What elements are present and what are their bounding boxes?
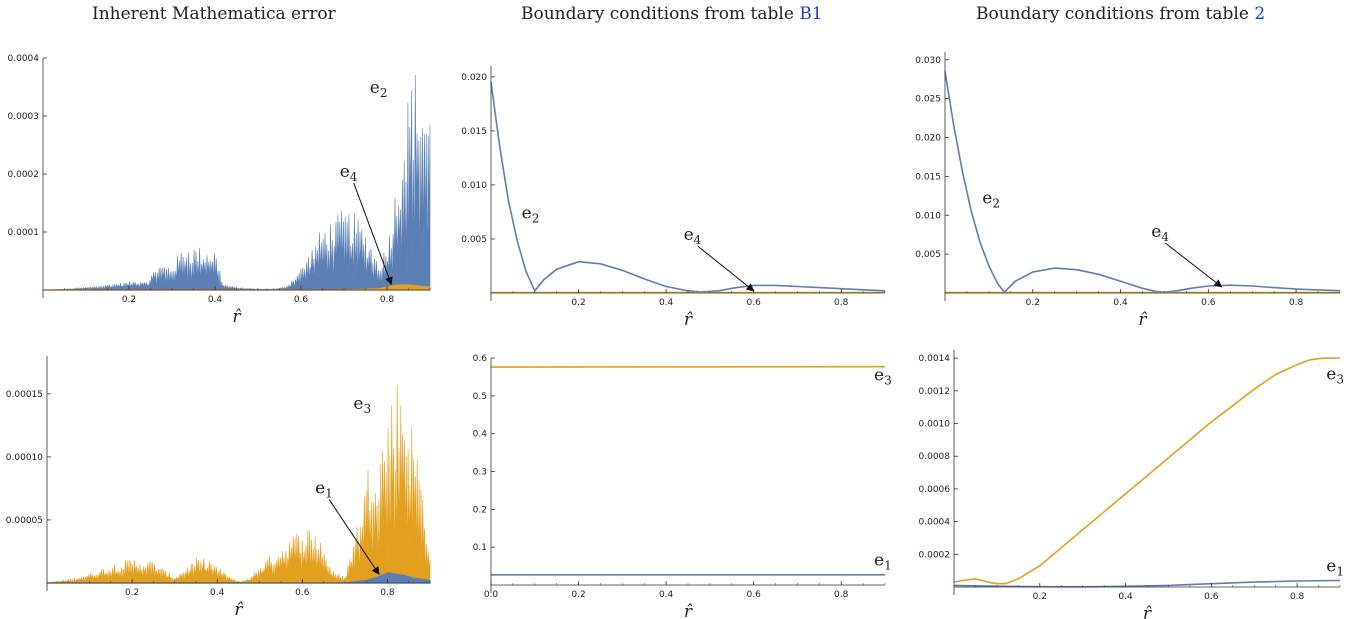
column-title-3-text: Boundary conditions from table	[976, 4, 1255, 24]
y-tick-label: 0.010	[915, 211, 941, 221]
chart-top-middle: 0.2 0.4 0.6 0.8 0.005 0.010 0.015 0.020 r̂ e2 e4	[461, 66, 886, 330]
chart-top-left: 0.2 0.4 0.6 0.8 0.0001 0.0002 0.0003 0.0004 r̂ e2…	[8, 54, 431, 327]
annotation-label-e2: e2	[522, 203, 540, 225]
y-tick-label: 0.2	[473, 505, 487, 515]
y-tick-label: 0.00010	[6, 453, 43, 463]
y-tick-label: 0.0010	[919, 420, 951, 430]
y-tick-label: 0.0014	[919, 354, 951, 364]
y-tick-label: 0.030	[915, 56, 941, 66]
annotation-arrow	[1164, 242, 1223, 288]
x-axis-label: r̂	[1138, 310, 1147, 330]
y-tick-label: 0.0001	[8, 228, 40, 238]
y-tick-label: 0.025	[915, 95, 941, 105]
series-e2-line	[490, 82, 886, 293]
annotation-arrow	[353, 182, 393, 286]
annotation-label-e4: e4	[1151, 222, 1169, 244]
x-tick-label: 0.2	[1026, 298, 1040, 308]
x-tick-label: 0.2	[122, 295, 136, 305]
x-tick-label: 0.6	[1204, 592, 1219, 602]
column-title-2-ref: B1	[799, 4, 823, 24]
y-tick-label: 0.5	[473, 392, 487, 402]
y-tick-label: 0.0003	[8, 112, 40, 122]
x-tick-label: 0.8	[380, 295, 395, 305]
column-title-2-text: Boundary conditions from table	[521, 4, 800, 24]
column-title-3: Boundary conditions from table 2	[976, 4, 1265, 24]
chart-bottom-right: 0.2 0.4 0.6 0.8 0.0002 0.0004 0.0006 0.0008 0.00…	[919, 350, 1344, 619]
y-tick-label: 0.020	[461, 73, 487, 83]
x-tick-label: 0.4	[1113, 298, 1128, 308]
y-tick-label: 0.0004	[8, 54, 40, 64]
annotation-label-e1: e1	[315, 478, 333, 500]
x-tick-label: 0.0	[484, 590, 499, 600]
y-tick-label: 0.010	[461, 181, 487, 191]
y-tick-label: 0.00015	[6, 390, 43, 400]
x-tick-label: 0.2	[571, 298, 585, 308]
y-tick-label: 0.0006	[919, 485, 951, 495]
y-tick-label: 0.0008	[919, 452, 951, 462]
annotation-label-e3: e3	[353, 394, 371, 416]
annotation-label-e4: e4	[340, 162, 358, 184]
column-title-1: Inherent Mathematica error	[92, 4, 336, 24]
x-tick-label: 0.8	[1289, 298, 1304, 308]
x-axis-label: r̂	[684, 310, 693, 330]
y-tick-label: 0.4	[473, 430, 488, 440]
column-title-3-ref: 2	[1254, 4, 1266, 24]
column-title-1-text: Inherent Mathematica error	[92, 4, 336, 24]
series-e2-line	[944, 71, 1341, 294]
x-tick-label: 0.8	[834, 590, 849, 600]
x-tick-label: 0.8	[380, 588, 395, 598]
annotation-label-e1: e1	[1326, 556, 1344, 578]
y-tick-label: 0.3	[473, 468, 487, 478]
series-e2-area	[43, 74, 431, 291]
y-tick-label: 0.005	[915, 250, 941, 260]
x-tick-label: 0.6	[1201, 298, 1216, 308]
annotation-label-e2: e2	[982, 189, 1000, 211]
annotation-arrow	[697, 245, 755, 292]
y-tick-label: 0.015	[915, 172, 941, 182]
x-tick-label: 0.8	[834, 298, 849, 308]
x-tick-label: 0.4	[659, 590, 674, 600]
x-tick-label: 0.2	[571, 590, 585, 600]
x-tick-label: 0.4	[208, 295, 223, 305]
series-e1-area	[47, 572, 431, 584]
y-tick-label: 0.0012	[919, 387, 951, 397]
y-tick-label: 0.0002	[919, 550, 951, 560]
x-tick-label: 0.6	[295, 588, 310, 598]
y-tick-label: 0.0004	[919, 518, 951, 528]
y-tick-label: 0.1	[473, 543, 487, 553]
annotation-label-e2: e2	[370, 78, 388, 100]
x-tick-label: 0.2	[125, 588, 139, 598]
x-axis-label: r̂	[684, 602, 693, 619]
x-tick-label: 0.4	[659, 298, 674, 308]
chart-bottom-left: 0.2 0.4 0.6 0.8 0.00005 0.00010 0.00015 r̂ e3 e1	[6, 356, 431, 619]
column-title-2: Boundary conditions from table B1	[521, 4, 823, 24]
y-tick-label: 0.020	[915, 134, 941, 144]
chart-top-right: 0.2 0.4 0.6 0.8 0.005 0.010 0.015 0.020 0.025 0.0…	[915, 52, 1341, 330]
x-tick-label: 0.2	[1033, 592, 1047, 602]
y-tick-label: 0.0002	[8, 170, 40, 180]
y-tick-label: 0.005	[461, 235, 487, 245]
y-tick-label: 0.015	[461, 127, 487, 137]
x-tick-label: 0.6	[747, 590, 762, 600]
x-tick-label: 0.6	[747, 298, 762, 308]
annotation-label-e1: e1	[874, 550, 892, 572]
annotation-label-e3: e3	[874, 366, 892, 388]
x-tick-label: 0.4	[1118, 592, 1133, 602]
annotation-arrow	[328, 499, 380, 576]
series-e3-line	[953, 357, 1340, 585]
y-tick-label: 0.00005	[6, 516, 43, 526]
x-tick-label: 0.4	[210, 588, 225, 598]
annotation-label-e3: e3	[1326, 364, 1344, 386]
x-axis-label: r̂	[1143, 604, 1152, 619]
x-axis-label: r̂	[232, 307, 241, 327]
x-axis-label: r̂	[234, 600, 243, 619]
x-tick-label: 0.6	[294, 295, 309, 305]
annotation-label-e4: e4	[684, 225, 702, 247]
chart-bottom-middle: 0.0 0.2 0.4 0.6 0.8 0.1 0.2 0.3 0.4 0.5 0.6 r̂ e3 e1	[473, 354, 892, 619]
y-tick-label: 0.6	[473, 354, 488, 364]
series-e3-area	[46, 385, 431, 584]
x-tick-label: 0.8	[1290, 592, 1305, 602]
